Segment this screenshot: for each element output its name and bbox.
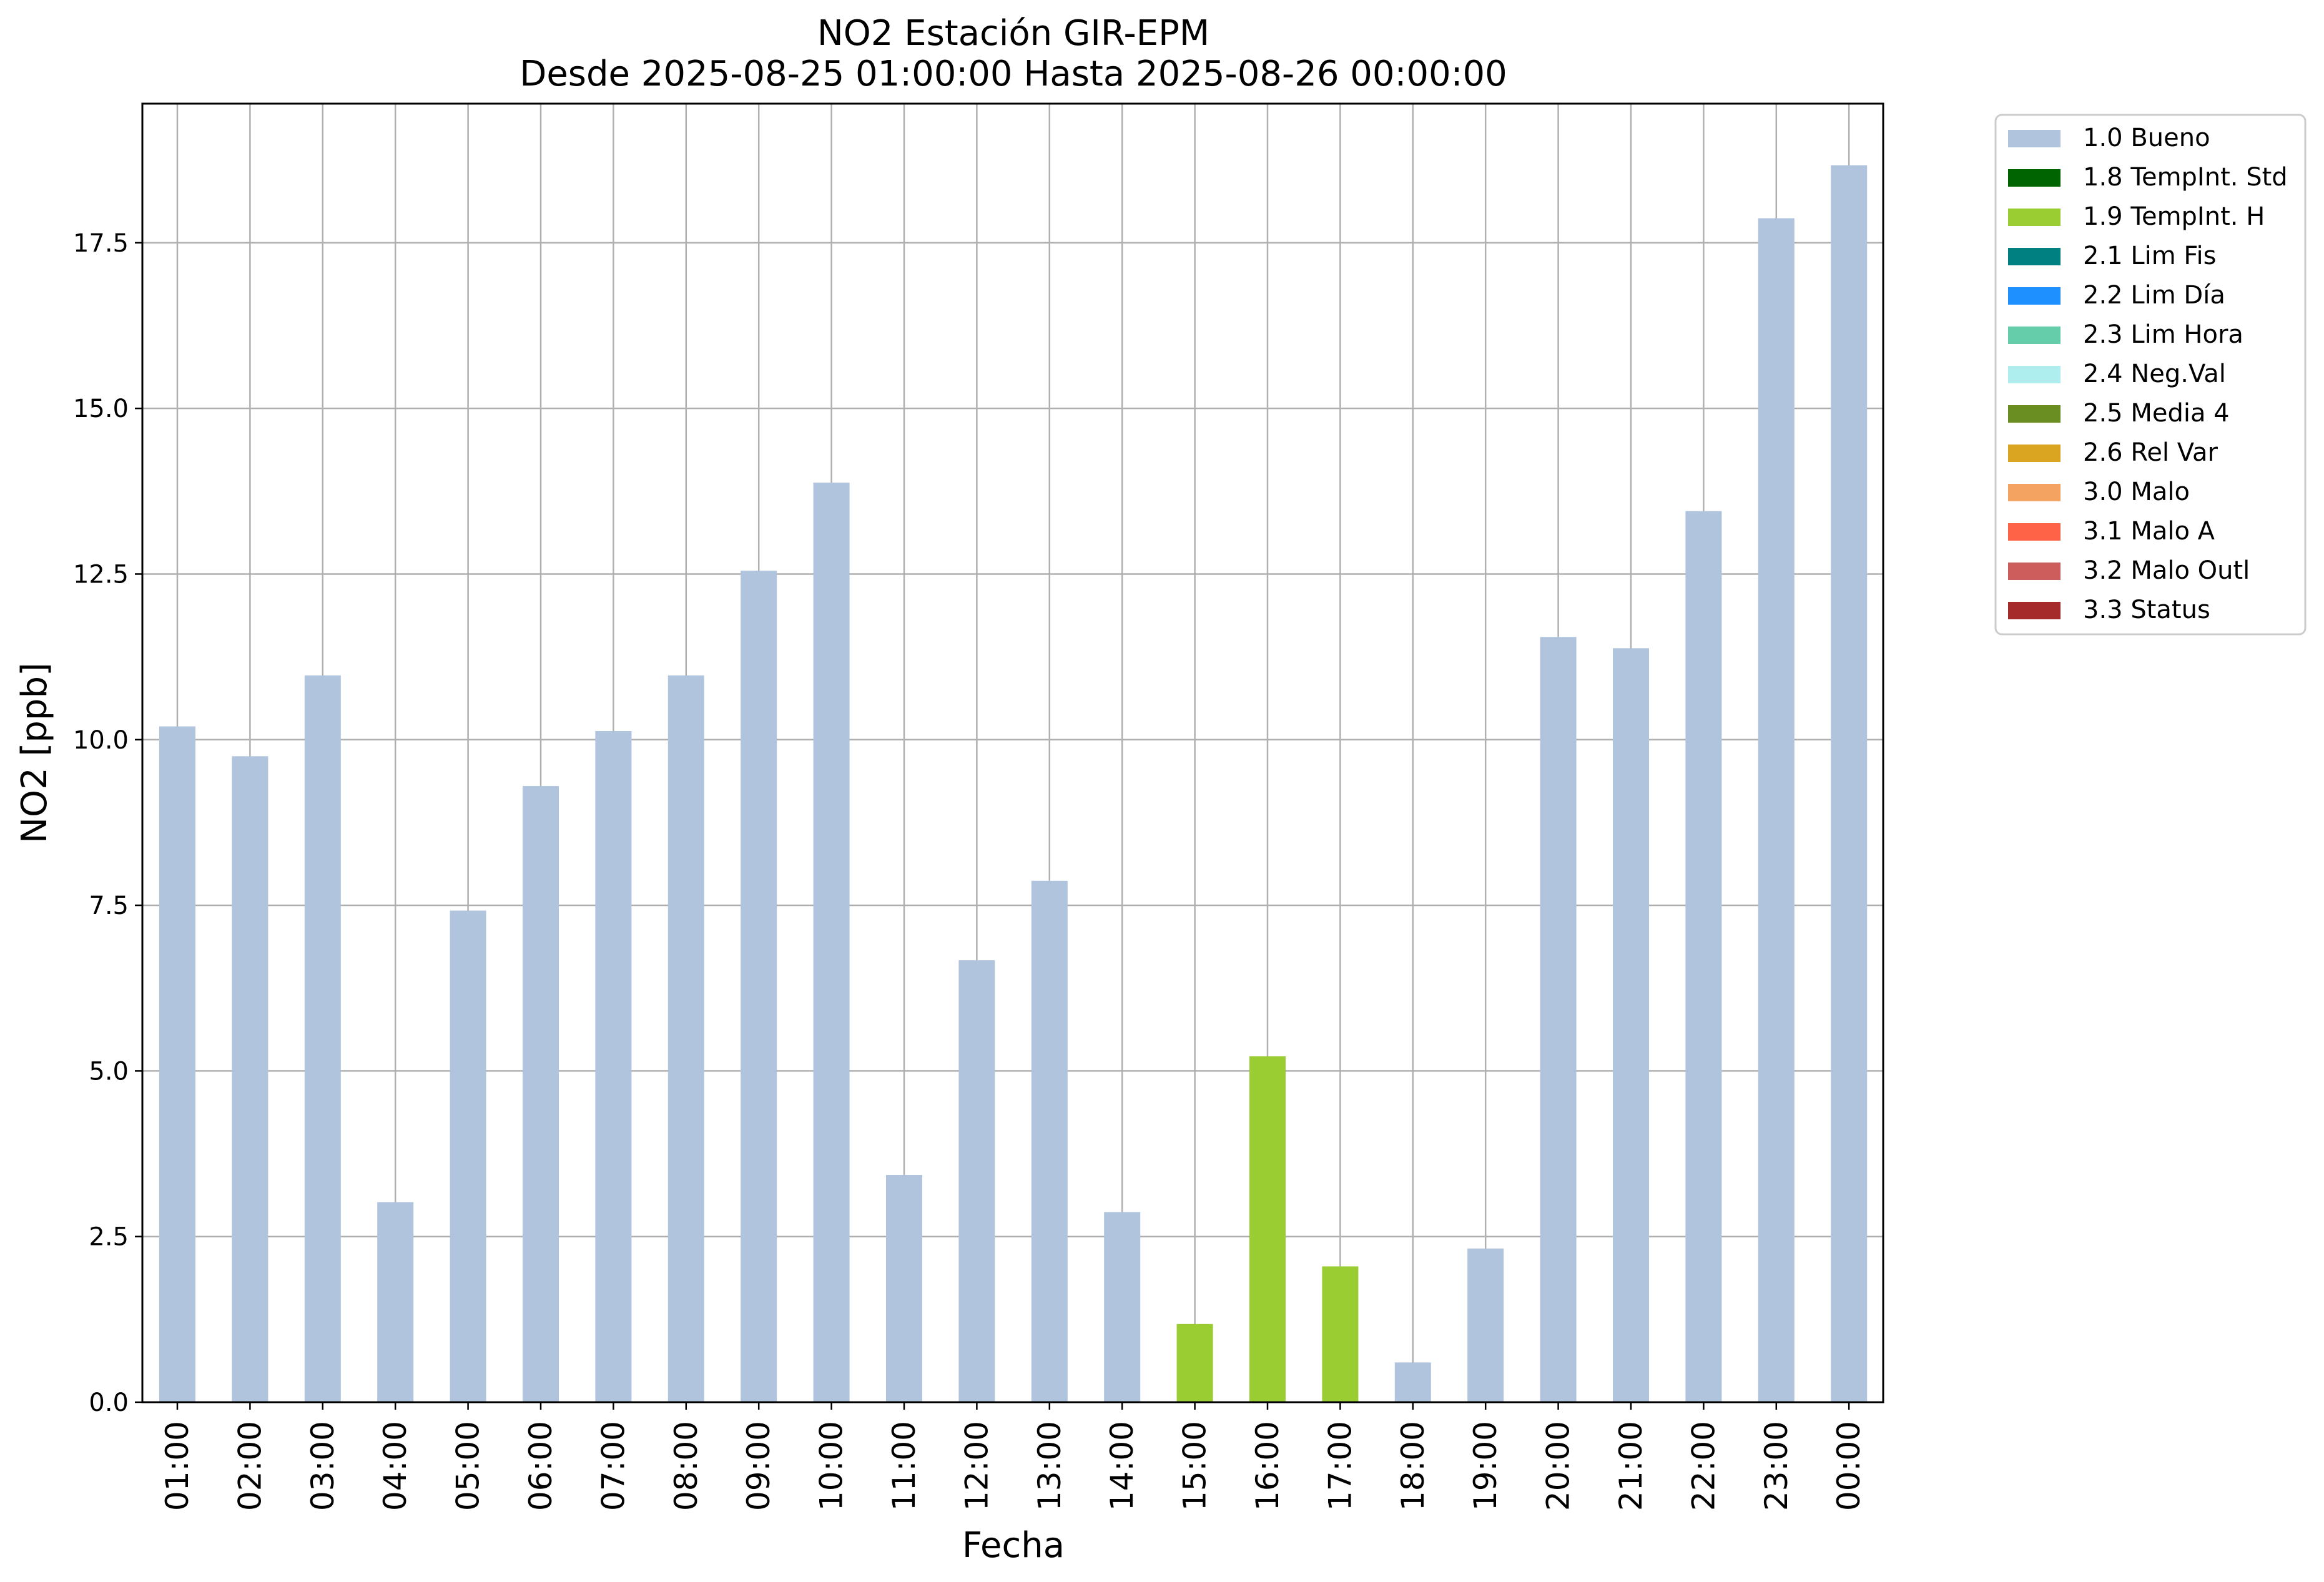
legend-swatch: [2008, 523, 2061, 541]
x-tick-label: 05:00: [450, 1421, 486, 1511]
legend-swatch: [2008, 130, 2061, 147]
bar-0600: [523, 786, 559, 1402]
x-axis-ticks: 01:00 02:00 03:00 04:00 05:00 06:00 07:00 08:00…: [159, 1402, 1867, 1511]
y-tick-label: 12.5: [73, 560, 129, 589]
y-tick-label: 2.5: [89, 1223, 129, 1252]
legend-swatch: [2008, 248, 2061, 265]
bar-0000: [1831, 165, 1868, 1403]
legend-label: 2.3 Lim Hora: [2083, 320, 2243, 349]
legend-swatch: [2008, 366, 2061, 383]
bar-1000: [813, 483, 850, 1402]
bar-1900: [1467, 1248, 1504, 1402]
bar-2000: [1540, 637, 1577, 1403]
legend-swatch: [2008, 405, 2061, 423]
x-tick-label: 22:00: [1685, 1421, 1721, 1511]
legend-swatch: [2008, 209, 2061, 226]
legend-swatch: [2008, 563, 2061, 580]
x-tick-label: 00:00: [1831, 1421, 1867, 1511]
legend-swatch: [2008, 484, 2061, 501]
legend-label: 2.2 Lim Día: [2083, 281, 2225, 310]
legend-frame: [1994, 114, 2307, 636]
bar-1400: [1104, 1212, 1141, 1402]
plot-area-frame: [141, 102, 1884, 1403]
x-tick-label: 14:00: [1104, 1421, 1140, 1511]
bar-0900: [741, 571, 777, 1402]
bar-0400: [377, 1202, 414, 1402]
x-tick-label: 07:00: [595, 1421, 631, 1511]
bar-1200: [958, 960, 995, 1402]
y-tick-label: 0.0: [89, 1388, 129, 1417]
y-tick-label: 17.5: [73, 229, 129, 258]
bar-0500: [450, 910, 486, 1402]
legend-swatch: [2008, 287, 2061, 305]
x-tick-label: 16:00: [1249, 1421, 1286, 1511]
legend-label: 2.4 Neg.Val: [2083, 360, 2226, 388]
legend-swatch: [2008, 169, 2061, 187]
x-tick-label: 01:00: [159, 1421, 195, 1511]
x-axis-label: Fecha: [962, 1525, 1065, 1566]
legend-label: 2.1 Lim Fis: [2083, 242, 2216, 270]
chart-title: NO2 Estación GIR-EPM: [817, 13, 1209, 54]
x-tick-label: 18:00: [1395, 1421, 1431, 1511]
legend-label: 3.1 Malo A: [2083, 517, 2215, 546]
legend: 1.0 Bueno 1.8 TempInt. Std 1.9 TempInt. H 2…: [1994, 114, 2307, 636]
legend-label: 1.8 TempInt. Std: [2083, 163, 2288, 192]
legend-items: 1.0 Bueno 1.8 TempInt. Std 1.9 TempInt. H 2…: [2008, 124, 2288, 624]
legend-label: 3.0 Malo: [2083, 478, 2190, 506]
x-tick-label: 13:00: [1032, 1421, 1068, 1511]
bar-0800: [667, 675, 704, 1402]
legend-label: 1.9 TempInt. H: [2083, 202, 2265, 231]
legend-label: 2.5 Media 4: [2083, 399, 2230, 428]
bars: [159, 165, 1868, 1403]
x-tick-label: 19:00: [1467, 1421, 1504, 1511]
x-tick-label: 23:00: [1758, 1421, 1795, 1511]
legend-swatch: [2008, 327, 2061, 344]
bar-1300: [1031, 880, 1068, 1402]
y-tick-label: 5.0: [89, 1057, 129, 1086]
legend-label: 1.0 Bueno: [2083, 124, 2210, 152]
bar-2100: [1613, 648, 1649, 1402]
legend-label: 3.2 Malo Outl: [2083, 556, 2250, 585]
x-tick-label: 10:00: [814, 1421, 850, 1511]
y-tick-label: 7.5: [89, 892, 129, 920]
legend-swatch: [2008, 602, 2061, 619]
bar-1800: [1394, 1362, 1431, 1402]
x-tick-label: 20:00: [1540, 1421, 1577, 1511]
bar-0300: [304, 675, 341, 1402]
bar-1600: [1249, 1056, 1286, 1402]
chart-subtitle: Desde 2025-08-25 01:00:00 Hasta 2025-08-…: [519, 54, 1507, 94]
x-tick-label: 17:00: [1322, 1421, 1358, 1511]
x-tick-label: 03:00: [305, 1421, 341, 1511]
x-tick-label: 04:00: [377, 1421, 413, 1511]
x-tick-label: 06:00: [523, 1421, 559, 1511]
bar-2200: [1685, 511, 1722, 1402]
x-tick-label: 15:00: [1177, 1421, 1213, 1511]
x-tick-label: 21:00: [1613, 1421, 1649, 1511]
bar-2300: [1758, 218, 1795, 1403]
bar-1700: [1322, 1266, 1359, 1402]
legend-swatch: [2008, 445, 2061, 462]
y-tick-label: 15.0: [73, 395, 129, 423]
y-axis-label: NO2 [ppb]: [14, 662, 55, 843]
bar-0700: [595, 730, 632, 1402]
x-tick-label: 09:00: [741, 1421, 777, 1511]
x-tick-label: 08:00: [668, 1421, 704, 1511]
bar-1500: [1176, 1324, 1213, 1402]
legend-label: 2.6 Rel Var: [2083, 438, 2218, 467]
y-axis-ticks: 0.0 2.5 5.0 7.5 10.0 12.5 15.0 17.5: [73, 229, 142, 1417]
y-tick-label: 10.0: [73, 726, 129, 755]
legend-label: 3.3 Status: [2083, 596, 2210, 624]
x-tick-label: 12:00: [958, 1421, 995, 1511]
bar-0200: [232, 756, 268, 1402]
x-tick-label: 02:00: [232, 1421, 268, 1511]
x-tick-label: 11:00: [886, 1421, 922, 1511]
bar-1100: [886, 1175, 922, 1402]
bar-0100: [159, 726, 195, 1402]
